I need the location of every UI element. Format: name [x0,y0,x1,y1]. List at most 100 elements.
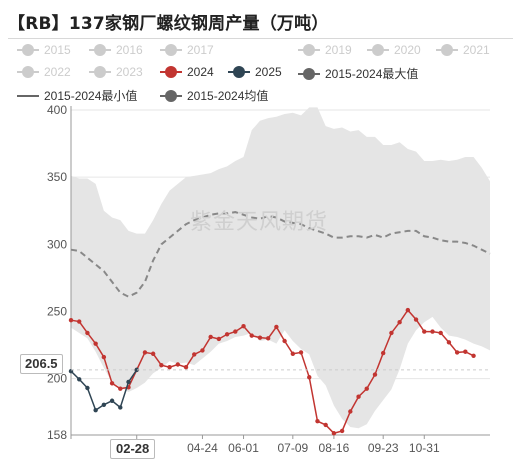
legend-item[interactable]: 2015-2024最小值 [17,87,137,104]
data-point-2024 [372,372,378,377]
legend-marker-icon [17,90,39,102]
legend-label: 2022 [44,65,71,79]
data-point-2024 [208,334,213,340]
legend-item[interactable]: 2023 [89,65,143,79]
legend-marker-icon [228,66,250,78]
legend-item[interactable]: 2015-2024最大值 [298,65,418,82]
legend-label: 2015 [44,43,71,57]
data-point-2024 [298,350,304,355]
y-tick-label: 300 [47,237,67,251]
data-point-2024 [331,431,337,436]
data-point-2024 [109,381,115,386]
data-point-2024 [315,418,320,424]
data-point-2024 [192,352,197,357]
data-point-2024 [183,364,189,370]
data-point-2025 [77,377,82,382]
legend-item[interactable]: 2025 [228,65,282,79]
legend-marker-icon [160,89,182,102]
data-point-2024 [471,353,476,358]
y-tick-label: 250 [47,304,67,318]
data-point-2024 [233,329,238,334]
legend-item[interactable]: 2020 [367,43,421,57]
legend: 2015 2016 2017 2019 2020 2021 2022 2023 2024 2025… [0,40,521,110]
legend-item[interactable]: 2019 [298,43,352,57]
data-point-2024 [257,335,263,340]
legend-label: 2015-2024均值 [187,89,269,103]
data-point-2024 [397,320,402,325]
legend-item[interactable]: 2017 [160,43,214,57]
x-tick-label: 09-23 [368,441,399,455]
data-point-2024 [454,350,460,355]
legend-label: 2016 [116,43,143,57]
legend-label: 2015-2024最大值 [325,67,419,81]
legend-label: 2020 [394,43,421,57]
data-point-2024 [265,336,271,341]
legend-item[interactable]: 2021 [436,43,490,57]
data-point-2024 [348,409,353,414]
legend-label: 2017 [187,43,214,57]
legend-marker-icon [160,44,182,56]
data-point-2024 [175,362,181,367]
data-point-2024 [413,317,419,322]
legend-marker-icon [298,67,320,80]
data-point-2024 [77,319,82,324]
y-tick-label: 200 [47,372,67,386]
legend-item[interactable]: 2016 [89,43,143,57]
data-point-2025 [93,407,98,413]
data-point-2024 [224,332,230,337]
data-point-2024 [290,351,296,356]
x-tick-label: 08-16 [319,441,350,455]
data-point-2024 [389,330,394,336]
range-band [71,107,490,429]
legend-label: 2023 [116,65,143,79]
title-divider [8,38,513,39]
legend-label: 2025 [255,65,282,79]
data-point-2025 [126,379,131,385]
mean-line [70,211,491,298]
watermark: 紫金天风期货 [190,210,329,235]
data-point-2024 [364,386,369,391]
y-tick-label: 400 [47,103,67,117]
data-point-2025 [109,398,115,403]
data-point-2024 [282,338,287,344]
legend-item[interactable]: 2024 [160,65,214,79]
x-tick-label: 04-24 [187,441,218,455]
legend-item[interactable]: 2022 [17,65,71,79]
legend-item[interactable]: 2015 [17,43,71,57]
data-point-2024 [274,324,279,330]
legend-marker-icon [160,66,182,78]
legend-marker-icon [89,66,111,78]
legend-marker-icon [89,44,111,56]
legend-label: 2021 [463,43,490,57]
x-tick-label: 07-09 [277,441,308,455]
data-point-2024 [249,333,254,338]
data-point-2024 [85,330,90,336]
data-point-2024 [216,336,222,342]
data-point-2025 [134,367,139,373]
legend-marker-icon [367,44,389,56]
data-point-2025 [85,385,90,391]
data-point-2024 [93,341,98,346]
data-point-2024 [118,386,123,391]
data-point-2024 [446,340,452,345]
legend-marker-icon [298,44,320,56]
y-tick-label: 350 [47,170,67,184]
data-point-2025 [101,402,107,407]
legend-item[interactable]: 2015-2024均值 [160,87,268,104]
legend-label: 2015-2024最小值 [44,89,138,103]
legend-marker-icon [17,66,39,78]
data-point-2024 [356,394,361,399]
y-tick-label: 158 [47,428,67,442]
data-point-2024 [167,364,172,370]
data-point-2024 [339,428,345,434]
data-point-2024 [438,330,443,336]
y-axis-pointer-label: 206.5 [20,354,63,374]
data-point-2024 [430,329,435,334]
data-point-2024 [463,349,468,354]
x-tick-label: 06-01 [228,441,259,455]
data-point-2024 [150,351,156,356]
data-point-2024 [307,375,312,380]
data-point-2025 [118,405,123,410]
data-point-2024 [380,350,386,356]
